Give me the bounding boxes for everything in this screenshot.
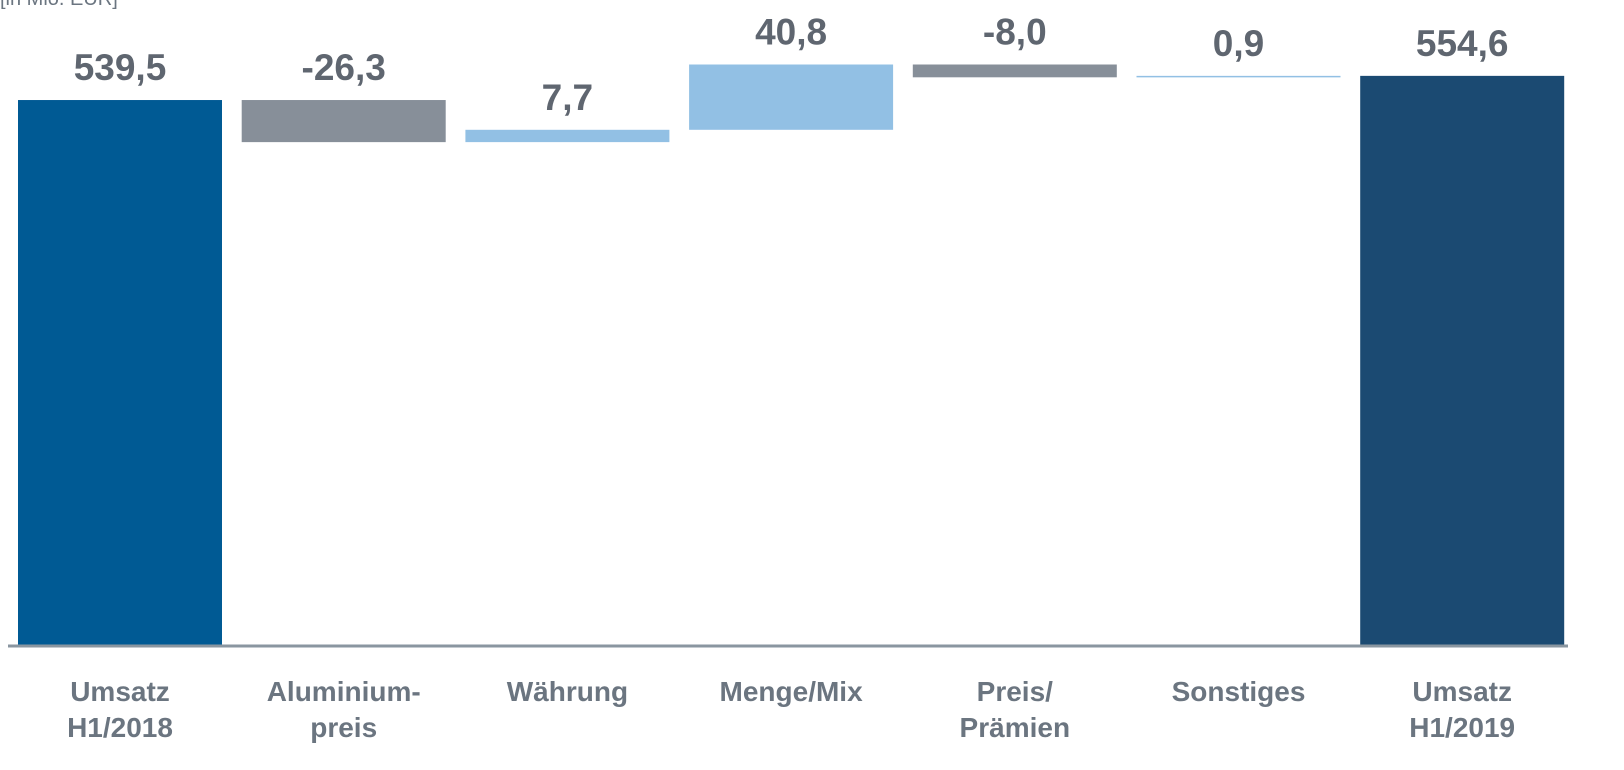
x-tick-label: Währung [506,676,629,707]
x-tick-label: Menge/Mix [719,676,863,707]
bar [1136,75,1341,78]
value-label: 554,6 [1416,23,1509,64]
x-tick-label: Umsatz H1/2019 [1409,676,1516,743]
value-label: -26,3 [302,47,386,88]
value-label: 40,8 [755,12,827,53]
bar [689,64,894,130]
x-tick-label: Sonstiges [1171,676,1306,707]
value-label: 7,7 [542,77,593,118]
bar [465,129,670,143]
value-label: -8,0 [983,12,1047,53]
x-tick-label: Aluminium- preis [266,676,421,743]
value-label: 539,5 [74,47,167,88]
bar [18,100,222,646]
x-tick-label: Preis/ Prämien [959,676,1071,743]
bar [912,64,1117,78]
value-label: 0,9 [1213,23,1264,64]
bar [241,100,446,143]
unit-label: [in Mio. EUR] [0,0,118,11]
x-tick-label: Umsatz H1/2018 [67,676,173,743]
bar [1360,75,1565,645]
